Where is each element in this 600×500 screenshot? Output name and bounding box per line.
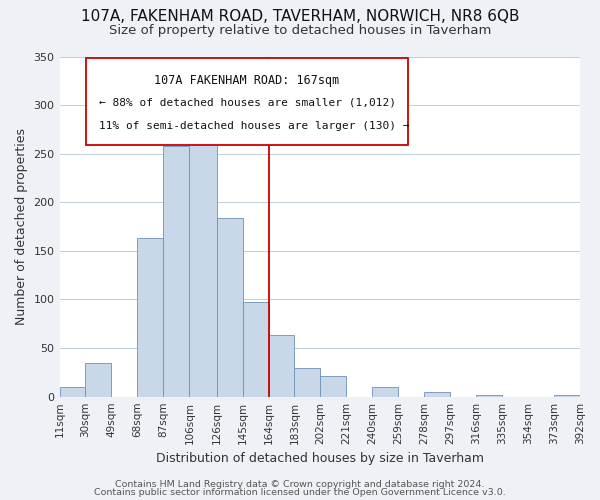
Text: Contains HM Land Registry data © Crown copyright and database right 2024.: Contains HM Land Registry data © Crown c… [115,480,485,489]
Bar [190,143,217,397]
Text: Contains public sector information licensed under the Open Government Licence v3: Contains public sector information licen… [94,488,506,497]
Text: ← 88% of detached houses are smaller (1,012): ← 88% of detached houses are smaller (1,… [98,98,395,108]
Bar [59,387,85,396]
Bar [217,218,242,396]
Bar [295,368,320,396]
Y-axis label: Number of detached properties: Number of detached properties [15,128,28,325]
Bar [476,394,502,396]
Bar [269,336,295,396]
Bar [320,376,346,396]
Text: Size of property relative to detached houses in Taverham: Size of property relative to detached ho… [109,24,491,37]
Text: 11% of semi-detached houses are larger (130) →: 11% of semi-detached houses are larger (… [98,121,409,131]
Bar [85,362,112,396]
Bar [424,392,450,396]
Bar [163,146,190,397]
Bar [554,394,580,396]
Text: 107A FAKENHAM ROAD: 167sqm: 107A FAKENHAM ROAD: 167sqm [154,74,340,86]
Bar [373,387,398,396]
Text: 107A, FAKENHAM ROAD, TAVERHAM, NORWICH, NR8 6QB: 107A, FAKENHAM ROAD, TAVERHAM, NORWICH, … [81,9,519,24]
X-axis label: Distribution of detached houses by size in Taverham: Distribution of detached houses by size … [156,452,484,465]
FancyBboxPatch shape [86,58,408,145]
Bar [242,302,269,396]
Bar [137,238,163,396]
